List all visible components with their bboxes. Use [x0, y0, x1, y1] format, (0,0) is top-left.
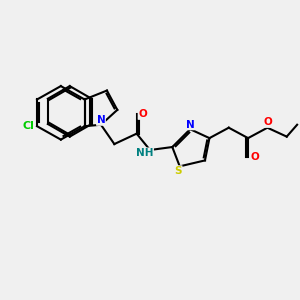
- Text: Cl: Cl: [22, 121, 34, 131]
- Text: NH: NH: [136, 148, 153, 158]
- Text: N: N: [97, 115, 105, 125]
- Text: N: N: [186, 120, 194, 130]
- Text: S: S: [175, 166, 182, 176]
- Text: O: O: [263, 117, 272, 128]
- Text: O: O: [138, 109, 147, 119]
- Text: O: O: [250, 152, 259, 162]
